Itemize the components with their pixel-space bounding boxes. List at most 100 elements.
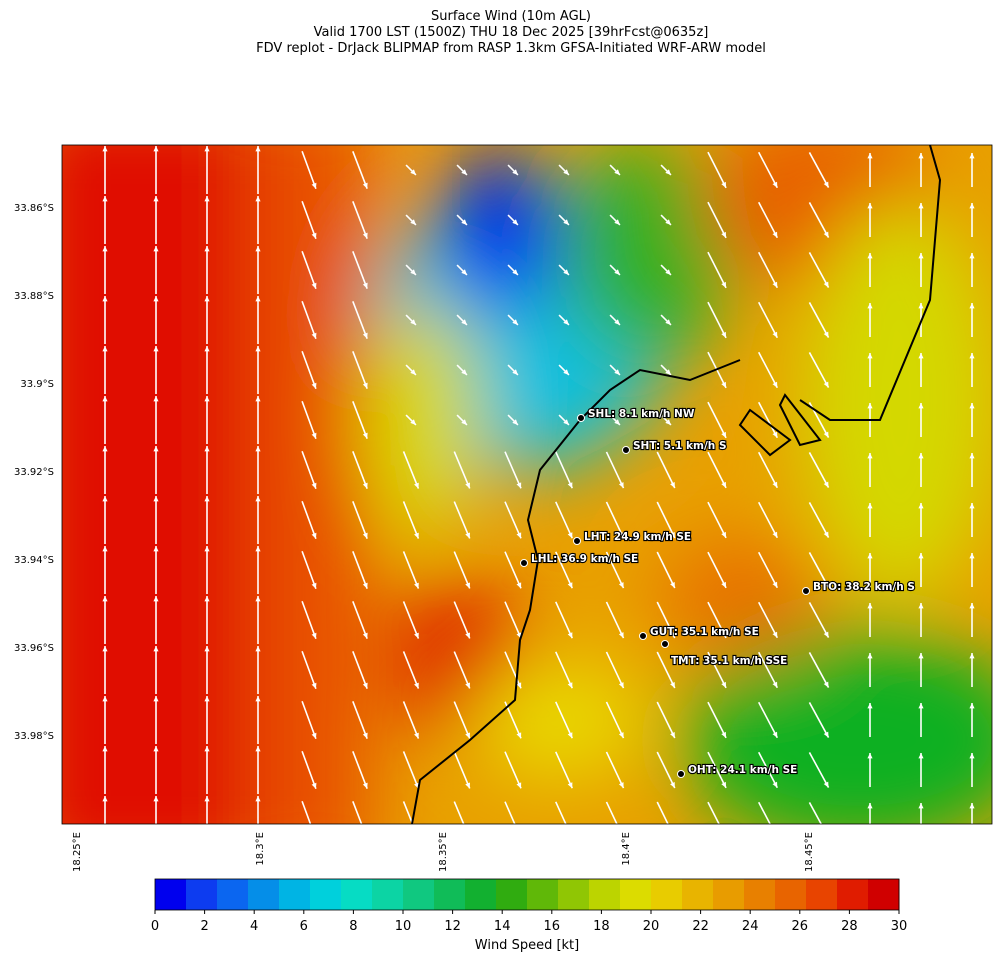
wind-arrow: [707, 601, 727, 639]
wind-arrow: [656, 601, 676, 639]
colorbar-tick-label: 10: [395, 919, 412, 934]
arrow-head: [512, 319, 518, 325]
wind-arrow: [504, 801, 516, 824]
arrow-head: [204, 196, 210, 202]
arrow-head: [665, 369, 671, 375]
arrow-head: [614, 169, 620, 175]
wind-arrow: [808, 152, 830, 188]
wind-arrow: [808, 752, 830, 788]
arrow-head: [414, 732, 419, 739]
arrow-head: [567, 682, 573, 689]
wind-arrow: [808, 802, 823, 824]
station-label: GUT: 35.1 km/h SE: [650, 626, 759, 638]
arrow-head: [567, 782, 573, 789]
arrow-head: [204, 146, 210, 152]
longitude-label: 18.3°E: [255, 832, 266, 866]
wind-arrow: [605, 451, 625, 489]
arrow-head: [516, 632, 522, 639]
colorbar-segment: [341, 879, 373, 910]
latitude-label: 33.86°S: [14, 203, 54, 214]
arrow-head: [670, 832, 675, 838]
arrow-head: [311, 332, 317, 339]
arrow-head: [772, 731, 778, 738]
colorbar-label: Wind Speed [kt]: [475, 938, 579, 953]
wind-arrow: [808, 252, 830, 288]
wind-arrow: [453, 751, 471, 789]
arrow-head: [255, 396, 261, 402]
arrow-head: [102, 696, 108, 702]
arrow-head: [918, 603, 924, 609]
arrow-head: [721, 832, 726, 838]
arrow-head: [823, 431, 829, 438]
latitude-label: 33.9°S: [20, 379, 54, 390]
wind-arrow: [504, 751, 522, 789]
arrow-head: [563, 369, 569, 375]
wind-field: [62, 145, 992, 839]
wind-arrow: [504, 551, 522, 589]
arrow-head: [414, 682, 419, 689]
wind-arrow: [301, 300, 317, 340]
arrow-head: [410, 169, 416, 175]
wind-arrow: [301, 400, 317, 440]
longitude-label: 18.45°E: [804, 832, 815, 872]
arrow-head: [772, 631, 778, 638]
wind-arrow: [555, 551, 573, 589]
arrow-head: [772, 431, 778, 438]
wind-arrow: [757, 751, 779, 789]
arrow-head: [102, 146, 108, 152]
arrow-head: [363, 833, 368, 839]
arrow-head: [362, 482, 368, 489]
arrow-head: [102, 446, 108, 452]
wind-arrow: [757, 251, 779, 289]
arrow-head: [153, 296, 159, 302]
arrow-head: [867, 253, 873, 259]
arrow-head: [567, 582, 573, 589]
wind-arrow: [757, 201, 779, 239]
colorbar-segment: [620, 879, 652, 910]
longitude-label: 18.4°E: [621, 832, 632, 866]
arrow-head: [721, 681, 727, 688]
arrow-head: [670, 531, 675, 538]
arrow-head: [414, 833, 419, 839]
arrow-head: [823, 781, 829, 788]
wind-arrow: [352, 701, 368, 739]
arrow-head: [563, 419, 569, 425]
arrow-head: [670, 681, 675, 688]
wind-arrow: [757, 601, 779, 639]
colorbar-segment: [248, 879, 280, 910]
arrow-head: [362, 682, 368, 689]
arrow-head: [414, 632, 419, 639]
arrow-head: [563, 219, 569, 225]
arrow-head: [512, 219, 518, 225]
colorbar-segment: [310, 879, 342, 910]
wind-arrow: [453, 801, 465, 824]
arrow-head: [823, 181, 829, 188]
arrow-head: [918, 703, 924, 709]
wind-arrow: [352, 451, 368, 489]
station-label: OHT: 24.1 km/h SE: [688, 764, 797, 776]
arrow-head: [465, 682, 470, 689]
arrow-head: [721, 531, 727, 538]
wind-arrow: [301, 550, 317, 590]
wind-arrow: [301, 600, 317, 640]
arrow-head: [102, 246, 108, 252]
wind-arrow: [352, 151, 368, 189]
latitude-label: 33.88°S: [14, 291, 54, 302]
wind-arrow: [352, 651, 368, 689]
colorbar-segment: [868, 879, 900, 910]
arrow-head: [255, 596, 261, 602]
title: Surface Wind (10m AGL): [431, 9, 591, 24]
colorbar-segment: [279, 879, 311, 910]
arrow-head: [918, 153, 924, 159]
colorbar-tick-label: 18: [593, 919, 610, 934]
arrow-head: [204, 696, 210, 702]
wind-arrow: [301, 200, 317, 240]
arrow-head: [362, 582, 368, 589]
arrow-head: [255, 746, 261, 752]
station-label: SHL: 8.1 km/h NW: [588, 408, 695, 420]
arrow-head: [153, 646, 159, 652]
wind-arrow: [352, 201, 368, 239]
arrow-head: [614, 219, 620, 225]
arrow-head: [153, 346, 159, 352]
wind-arrow: [402, 751, 420, 789]
